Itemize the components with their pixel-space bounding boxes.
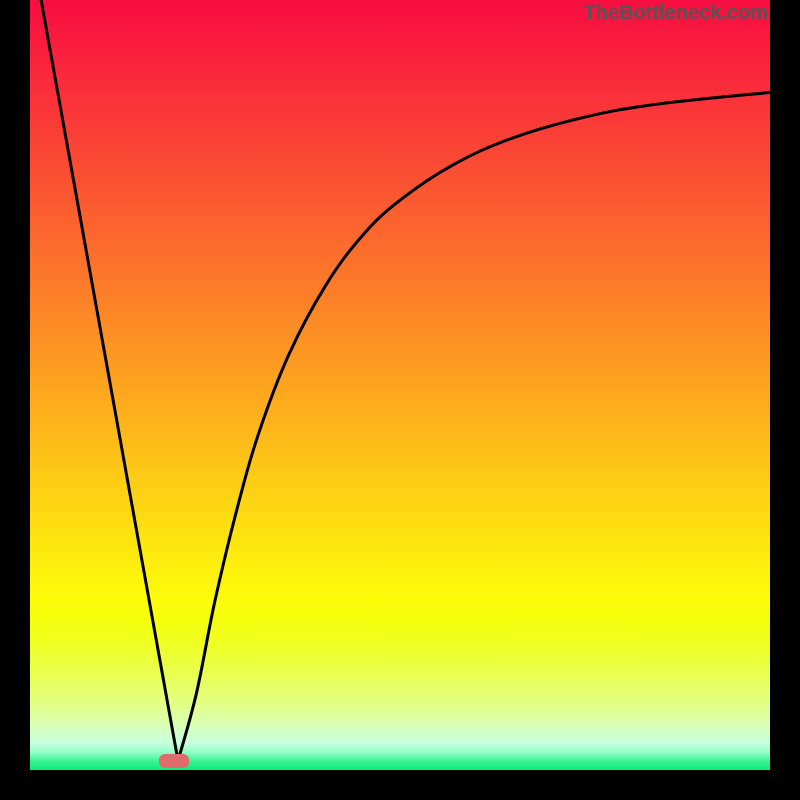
minimum-marker bbox=[159, 754, 189, 768]
chart-container: TheBottleneck.com bbox=[0, 0, 800, 800]
plot-area bbox=[30, 0, 770, 770]
border-left bbox=[0, 0, 30, 800]
bottleneck-curve bbox=[30, 0, 770, 770]
border-right bbox=[770, 0, 800, 800]
watermark-text: TheBottleneck.com bbox=[584, 2, 768, 25]
border-bottom bbox=[0, 770, 800, 800]
